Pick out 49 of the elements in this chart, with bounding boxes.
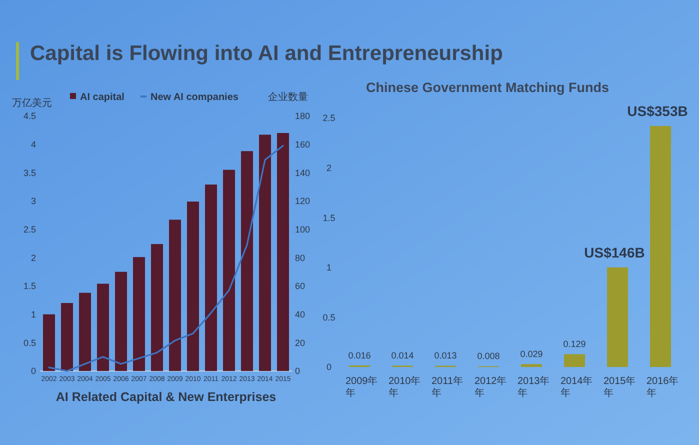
y-tick-label: 0.5 <box>23 338 36 348</box>
y2-tick-label: 20 <box>295 338 306 348</box>
x-tick-label: 2016年年 <box>646 376 680 400</box>
y-tick-label: 2.5 <box>23 224 36 235</box>
y2-tick-label: 80 <box>295 252 306 263</box>
legend-label: New AI companies <box>150 92 239 103</box>
y-axis-title: 万亿美元 <box>12 97 52 109</box>
y-tick-label: 2.5 <box>322 113 336 124</box>
y2-tick-label: 0 <box>295 366 300 376</box>
y-tick-label: 1.5 <box>23 281 36 292</box>
x-tick-label: 2009年年 <box>346 376 379 400</box>
x-axis-title: AI Related Capital & New Enterprises <box>56 390 276 404</box>
data-label: 0.029 <box>520 349 543 360</box>
y-tick-label: 3 <box>30 196 36 206</box>
x-tick-label: 2010年年 <box>388 376 422 400</box>
y-tick-label: 4.5 <box>23 111 36 122</box>
x-tick-label: 2014年年 <box>560 376 594 400</box>
y-tick-label: 1 <box>30 310 36 320</box>
x-tick-label: 2011年年 <box>432 376 464 400</box>
data-label: US$146B <box>584 244 645 260</box>
data-label: 0.014 <box>391 350 414 361</box>
y-tick-label: 1.5 <box>322 212 336 223</box>
data-label: 0.129 <box>563 339 586 350</box>
y-tick-label: 3.5 <box>23 168 36 178</box>
data-label: 0.013 <box>434 350 457 361</box>
y-tick-label: 2 <box>30 252 36 263</box>
x-tick-label: 2015年年 <box>604 376 637 400</box>
data-label: US$353B <box>627 102 688 119</box>
y2-axis-title: 企业数量 <box>268 91 308 103</box>
y-tick-label: 2 <box>326 163 332 173</box>
data-label: 0.016 <box>348 350 371 360</box>
y2-tick-label: 180 <box>295 111 310 122</box>
y2-tick-label: 40 <box>295 310 306 320</box>
y2-tick-label: 160 <box>295 140 310 150</box>
y-tick-label: 1 <box>326 262 332 273</box>
legend-label: AI capital <box>80 92 125 103</box>
x-tick-label: 2013年年 <box>518 376 551 400</box>
x-tick-label: 2012年年 <box>474 376 508 400</box>
y2-tick-label: 140 <box>295 168 310 178</box>
chart-title: Chinese Government Matching Funds <box>366 80 610 95</box>
y2-tick-label: 60 <box>295 281 306 292</box>
y-tick-label: 4 <box>30 140 36 150</box>
chart-title: Capital is Flowing into AI and Entrepreneurship <box>30 42 503 65</box>
y2-tick-label: 120 <box>295 196 310 206</box>
y2-tick-label: 100 <box>295 224 310 235</box>
y-tick-label: 0.5 <box>322 312 336 322</box>
data-label: 0.008 <box>477 351 500 362</box>
y-tick-label: 0 <box>30 366 36 376</box>
y-tick-label: 0 <box>326 362 332 372</box>
